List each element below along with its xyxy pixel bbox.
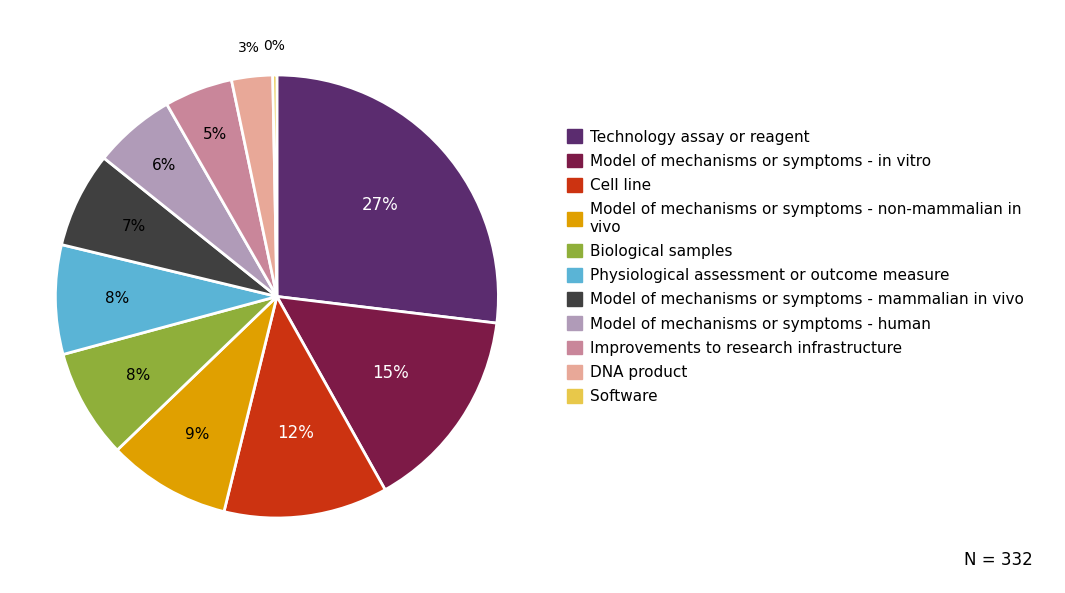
Wedge shape — [273, 75, 277, 296]
Wedge shape — [231, 75, 277, 296]
Text: 8%: 8% — [105, 291, 130, 306]
Wedge shape — [63, 296, 277, 450]
Legend: Technology assay or reagent, Model of mechanisms or symptoms - in vitro, Cell li: Technology assay or reagent, Model of me… — [567, 129, 1023, 404]
Text: 8%: 8% — [126, 368, 150, 382]
Text: 6%: 6% — [152, 158, 177, 173]
Text: 27%: 27% — [361, 196, 398, 215]
Wedge shape — [167, 79, 277, 296]
Text: N = 332: N = 332 — [964, 551, 1033, 569]
Text: 5%: 5% — [203, 127, 228, 142]
Wedge shape — [224, 296, 386, 518]
Wedge shape — [277, 296, 496, 490]
Text: 9%: 9% — [185, 427, 210, 442]
Text: 0%: 0% — [264, 39, 285, 53]
Wedge shape — [117, 296, 277, 512]
Text: 15%: 15% — [373, 364, 409, 382]
Wedge shape — [277, 75, 498, 323]
Wedge shape — [55, 244, 277, 355]
Wedge shape — [104, 104, 277, 296]
Text: 3%: 3% — [237, 41, 260, 55]
Text: 7%: 7% — [121, 219, 146, 234]
Wedge shape — [62, 158, 277, 296]
Text: 12%: 12% — [277, 423, 314, 442]
